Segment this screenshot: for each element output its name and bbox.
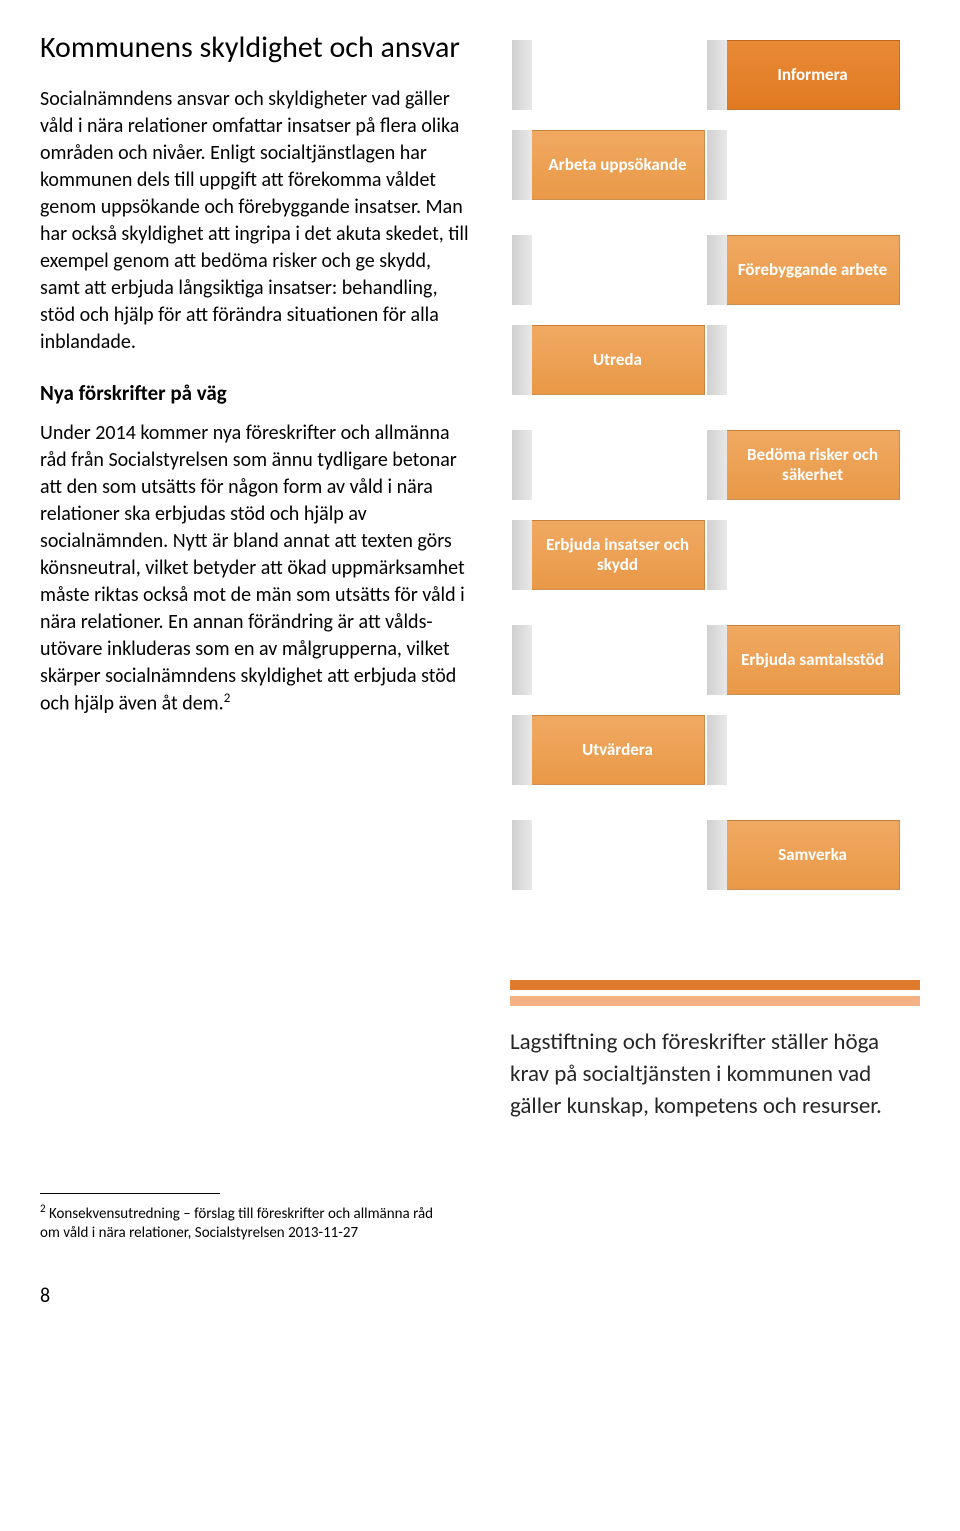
divider-bar-bottom [510, 996, 920, 1006]
divider-bar-top [510, 980, 920, 990]
diagram-shadow [512, 430, 532, 500]
diagram-shadow [707, 130, 727, 200]
paragraph-2: Under 2014 kommer nya föreskrifter och a… [40, 420, 470, 718]
footnote: 2 Konsekvensutredning – förslag till för… [40, 1202, 440, 1244]
summary-text: Lagstiftning och föreskrifter ställer hö… [510, 1026, 920, 1123]
diagram-shadow [512, 625, 532, 695]
diagram-shadow [512, 325, 532, 395]
diagram-box-utvardera: Utvärdera [530, 715, 705, 785]
diagram-shadow [707, 40, 727, 110]
footnote-separator [40, 1193, 220, 1194]
diagram-shadow [512, 520, 532, 590]
divider [510, 980, 920, 1006]
footnote-text: Konsekvensutredning – förslag till föres… [40, 1205, 433, 1243]
diagram-shadow [512, 40, 532, 110]
diagram-shadow [512, 820, 532, 890]
diagram-shadow [707, 625, 727, 695]
diagram-box-erbjuda_insatser: Erbjuda insatser och skydd [530, 520, 705, 590]
subheading: Nya förskrifter på väg [40, 380, 470, 406]
responsibility-diagram: Informera Arbeta uppsökande Förebyggande a… [510, 40, 920, 950]
diagram-shadow [707, 820, 727, 890]
page-title: Kommunens skyldighet och ansvar [40, 30, 470, 66]
diagram-shadow [707, 715, 727, 785]
diagram-box-erbjuda_samtal: Erbjuda samtalsstöd [725, 625, 900, 695]
footnote-ref: 2 [224, 691, 231, 706]
page-number: 8 [40, 1284, 920, 1308]
paragraph-2-text: Under 2014 kommer nya föreskrifter och a… [40, 421, 465, 716]
diagram-shadow [707, 235, 727, 305]
diagram-box-forebygg: Förebyggande arbete [725, 235, 900, 305]
diagram-shadow [707, 325, 727, 395]
diagram-shadow [512, 130, 532, 200]
diagram-box-utreda: Utreda [530, 325, 705, 395]
diagram-box-informera: Informera [725, 40, 900, 110]
diagram-shadow [512, 235, 532, 305]
diagram-box-arbeta: Arbeta uppsökande [530, 130, 705, 200]
diagram-shadow [707, 430, 727, 500]
diagram-shadow [707, 520, 727, 590]
intro-paragraph: Socialnämndens ansvar och skyldigheter v… [40, 86, 470, 356]
diagram-shadow [512, 715, 532, 785]
diagram-box-samverka: Samverka [725, 820, 900, 890]
diagram-box-bedoma: Bedöma risker och säkerhet [725, 430, 900, 500]
